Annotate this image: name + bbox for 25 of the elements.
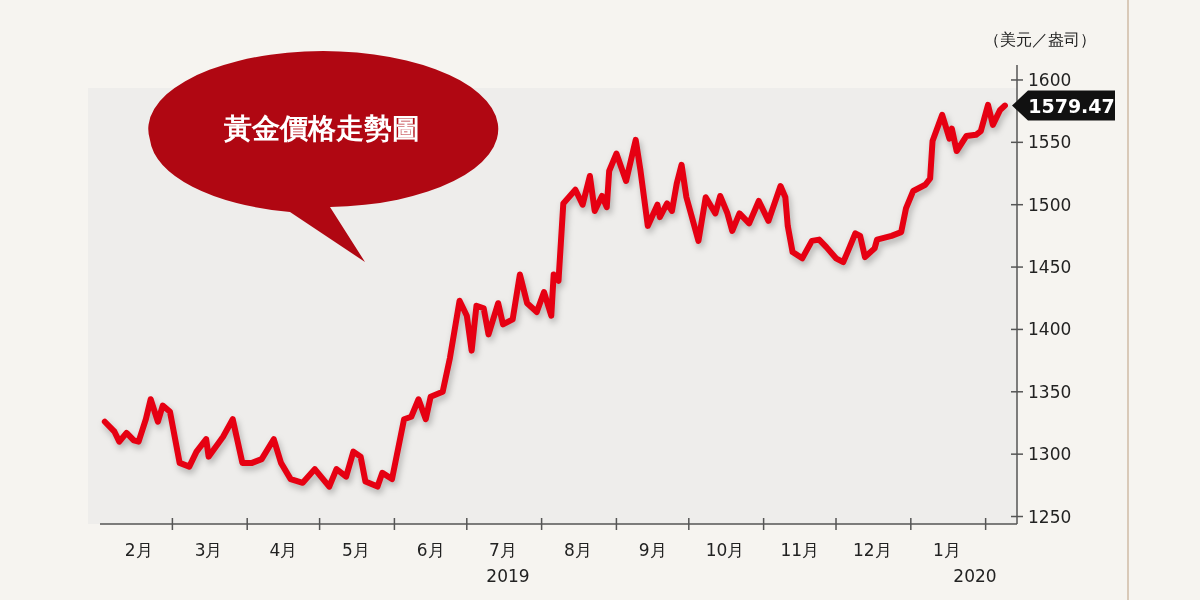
- x-tick-label: 2月: [124, 540, 153, 560]
- y-tick-label: 1550: [1028, 132, 1072, 153]
- y-tick-label: 1300: [1028, 444, 1072, 465]
- x-tick-label: 8月: [563, 540, 592, 560]
- y-tick-label: 1450: [1028, 257, 1072, 278]
- y-tick-label: 1250: [1028, 506, 1072, 527]
- x-tick-label: 12月: [852, 540, 892, 560]
- x-tick-label: 11月: [780, 540, 820, 560]
- text: 黃金價格走勢圖: [223, 112, 420, 145]
- x-tick-label: 9月: [638, 540, 667, 560]
- x-tick-label: 7月: [489, 540, 517, 560]
- text: 2019: [486, 566, 530, 586]
- y-axis-title: （美元／盎司）: [984, 30, 1096, 49]
- y-tick-label: 1500: [1028, 194, 1072, 215]
- text: 2020: [953, 566, 997, 586]
- x-tick-label: 3月: [194, 540, 223, 560]
- y-tick-label: 1400: [1028, 319, 1072, 340]
- x-tick-label: 5月: [341, 540, 370, 560]
- x-tick-label: 1月: [933, 540, 961, 560]
- x-tick-label: 10月: [705, 540, 745, 560]
- y-tick-label: 1600: [1028, 69, 1072, 90]
- annotation: 1579.47: [1028, 94, 1115, 117]
- y-tick-label: 1350: [1028, 381, 1072, 402]
- x-tick-label: 4月: [269, 540, 298, 560]
- x-tick-label: 6月: [416, 540, 445, 560]
